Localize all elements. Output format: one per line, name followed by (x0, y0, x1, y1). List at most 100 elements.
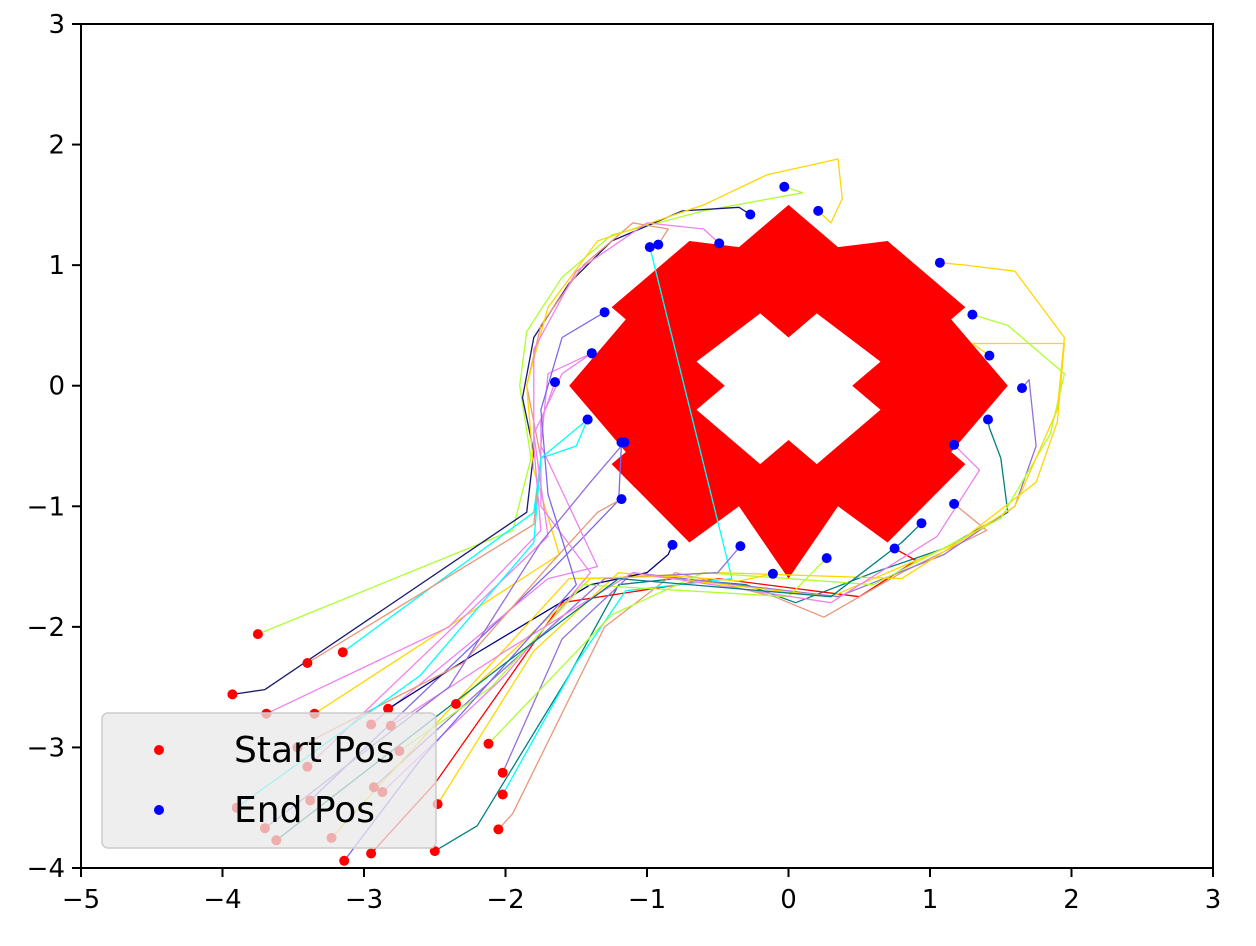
x-tick-label: 2 (1063, 885, 1080, 915)
end-point-25 (599, 307, 610, 318)
x-tick: −5 (62, 868, 100, 915)
x-tick-label: −1 (628, 885, 666, 915)
start-point-8 (429, 846, 440, 857)
trajectory-line-23 (266, 222, 720, 715)
x-tick: 2 (1063, 868, 1080, 915)
end-point-13 (984, 350, 995, 361)
trajectory-line-11 (502, 246, 733, 795)
y-tick: 3 (48, 10, 81, 40)
x-tick-label: −5 (62, 885, 100, 915)
trajectory-line-22 (297, 498, 622, 748)
x-tick: −4 (203, 868, 242, 915)
end-point-5 (813, 205, 824, 216)
trajectory-line-20 (331, 573, 774, 839)
end-point-1 (779, 181, 790, 192)
legend-end-label: End Pos (234, 790, 375, 831)
end-point-16 (586, 348, 597, 359)
obstacle-layer (569, 204, 1008, 579)
end-point-14 (967, 309, 978, 320)
start-point-14 (483, 738, 494, 749)
trajectory-line-3 (232, 206, 751, 696)
y-tick: 2 (48, 131, 81, 161)
x-tick-label: 1 (922, 885, 939, 915)
x-tick: −2 (486, 868, 525, 915)
end-point-18 (735, 541, 746, 552)
start-point-10 (493, 824, 504, 835)
end-point-22 (616, 494, 627, 505)
end-point-11 (644, 242, 655, 253)
trajectory-line-19 (381, 381, 592, 793)
y-tick-label: 0 (48, 372, 65, 402)
start-point-3 (227, 689, 238, 700)
end-point-24 (949, 439, 960, 450)
y-tick: −3 (27, 733, 81, 763)
y-tick-label: 3 (48, 10, 65, 40)
x-axis: −5 −4 −3 −2 −1 0 1 2 3 (62, 868, 1221, 915)
legend-box (101, 712, 437, 849)
trajectory-line-18 (373, 545, 741, 788)
start-point-1 (252, 629, 263, 640)
x-tick-label: −3 (345, 885, 383, 915)
x-tick: 1 (922, 868, 939, 915)
end-point-26 (916, 518, 927, 529)
y-tick-label: −3 (27, 733, 65, 763)
y-tick-label: −2 (27, 613, 65, 643)
end-point-8 (983, 414, 993, 425)
end-point-15 (934, 257, 945, 268)
end-point-12 (1017, 383, 1027, 394)
y-tick: 1 (48, 251, 81, 281)
y-tick: 0 (48, 372, 81, 402)
trajectory-line-4 (307, 222, 669, 664)
trajectory-line-14 (488, 313, 1066, 745)
y-tick: −1 (27, 492, 81, 522)
end-point-4 (653, 239, 664, 250)
obstacle-region (569, 204, 1008, 579)
y-tick-label: −1 (27, 492, 65, 522)
end-point-21 (821, 553, 832, 564)
legend-start-label: Start Pos (234, 730, 395, 771)
y-tick-label: 2 (48, 131, 65, 161)
y-axis: −4 −3 −2 −1 0 1 2 3 (27, 10, 81, 884)
trajectory-line-7 (309, 442, 623, 801)
end-point-20 (767, 568, 778, 579)
trajectory-line-12 (502, 379, 1037, 773)
trajectory-line-26 (275, 522, 922, 841)
end-point-27 (619, 437, 630, 448)
legend: Start Pos End Pos (101, 712, 437, 849)
trajectory-line-16 (370, 352, 599, 726)
end-point-9 (889, 543, 900, 554)
end-point-10 (949, 498, 960, 509)
start-point-9 (366, 848, 377, 859)
start-point-15 (451, 699, 461, 709)
x-tick-label: −2 (486, 885, 524, 915)
x-tick-label: 0 (780, 885, 797, 915)
start-point-2 (337, 647, 348, 658)
trajectory-line-21 (399, 557, 828, 752)
legend-end-marker (154, 805, 164, 815)
end-point-17 (667, 539, 678, 550)
end-point-28 (582, 414, 593, 425)
start-point-12 (497, 767, 508, 778)
x-tick: 3 (1205, 868, 1222, 915)
x-tick: 0 (780, 868, 797, 915)
start-point-25 (339, 855, 350, 866)
x-tick-label: −4 (203, 885, 241, 915)
y-tick: −2 (27, 613, 81, 643)
y-tick-label: −4 (27, 854, 65, 884)
start-point-17 (383, 703, 394, 714)
x-tick: −1 (628, 868, 666, 915)
legend-start-marker (154, 745, 164, 755)
end-point-19 (550, 377, 560, 388)
x-tick-label: 3 (1205, 885, 1222, 915)
end-point-3 (745, 209, 756, 220)
x-tick: −3 (345, 868, 383, 915)
y-tick: −4 (27, 854, 81, 884)
y-tick-label: 1 (48, 251, 65, 281)
start-point-11 (497, 789, 508, 800)
trajectory-line-13 (437, 342, 1066, 805)
trajectory-line-1 (257, 186, 804, 635)
end-point-23 (714, 238, 725, 249)
start-point-4 (302, 658, 313, 668)
trajectory-line-24 (390, 444, 981, 727)
